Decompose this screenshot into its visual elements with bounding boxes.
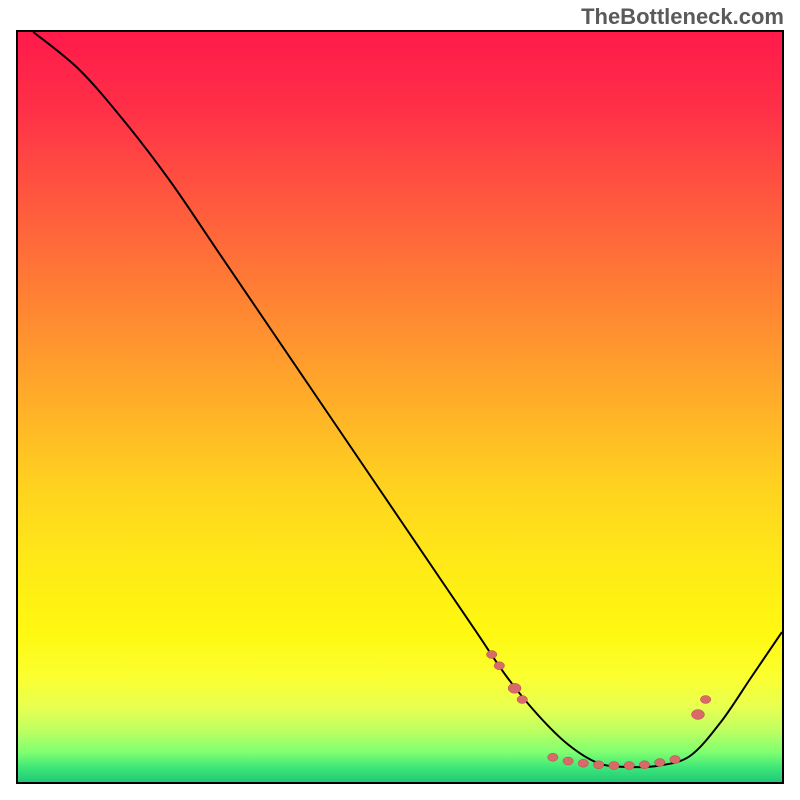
curve-marker <box>700 696 710 704</box>
curve-marker <box>517 696 527 704</box>
curve-marker <box>563 757 573 765</box>
curve-marker <box>508 683 521 693</box>
plot-area <box>16 30 784 784</box>
curve-marker <box>487 651 497 659</box>
curve-marker <box>548 753 558 761</box>
curve-marker <box>691 710 704 720</box>
gradient-background <box>18 32 782 782</box>
curve-marker <box>639 761 649 769</box>
curve-marker <box>670 756 680 764</box>
curve-marker <box>655 759 665 767</box>
curve-marker <box>624 762 634 770</box>
watermark-text: TheBottleneck.com <box>581 4 784 30</box>
curve-marker <box>593 761 603 769</box>
curve-marker <box>578 759 588 767</box>
chart-container: TheBottleneck.com <box>0 0 800 800</box>
plot-svg <box>18 32 782 782</box>
curve-marker <box>494 662 504 670</box>
curve-marker <box>609 762 619 770</box>
